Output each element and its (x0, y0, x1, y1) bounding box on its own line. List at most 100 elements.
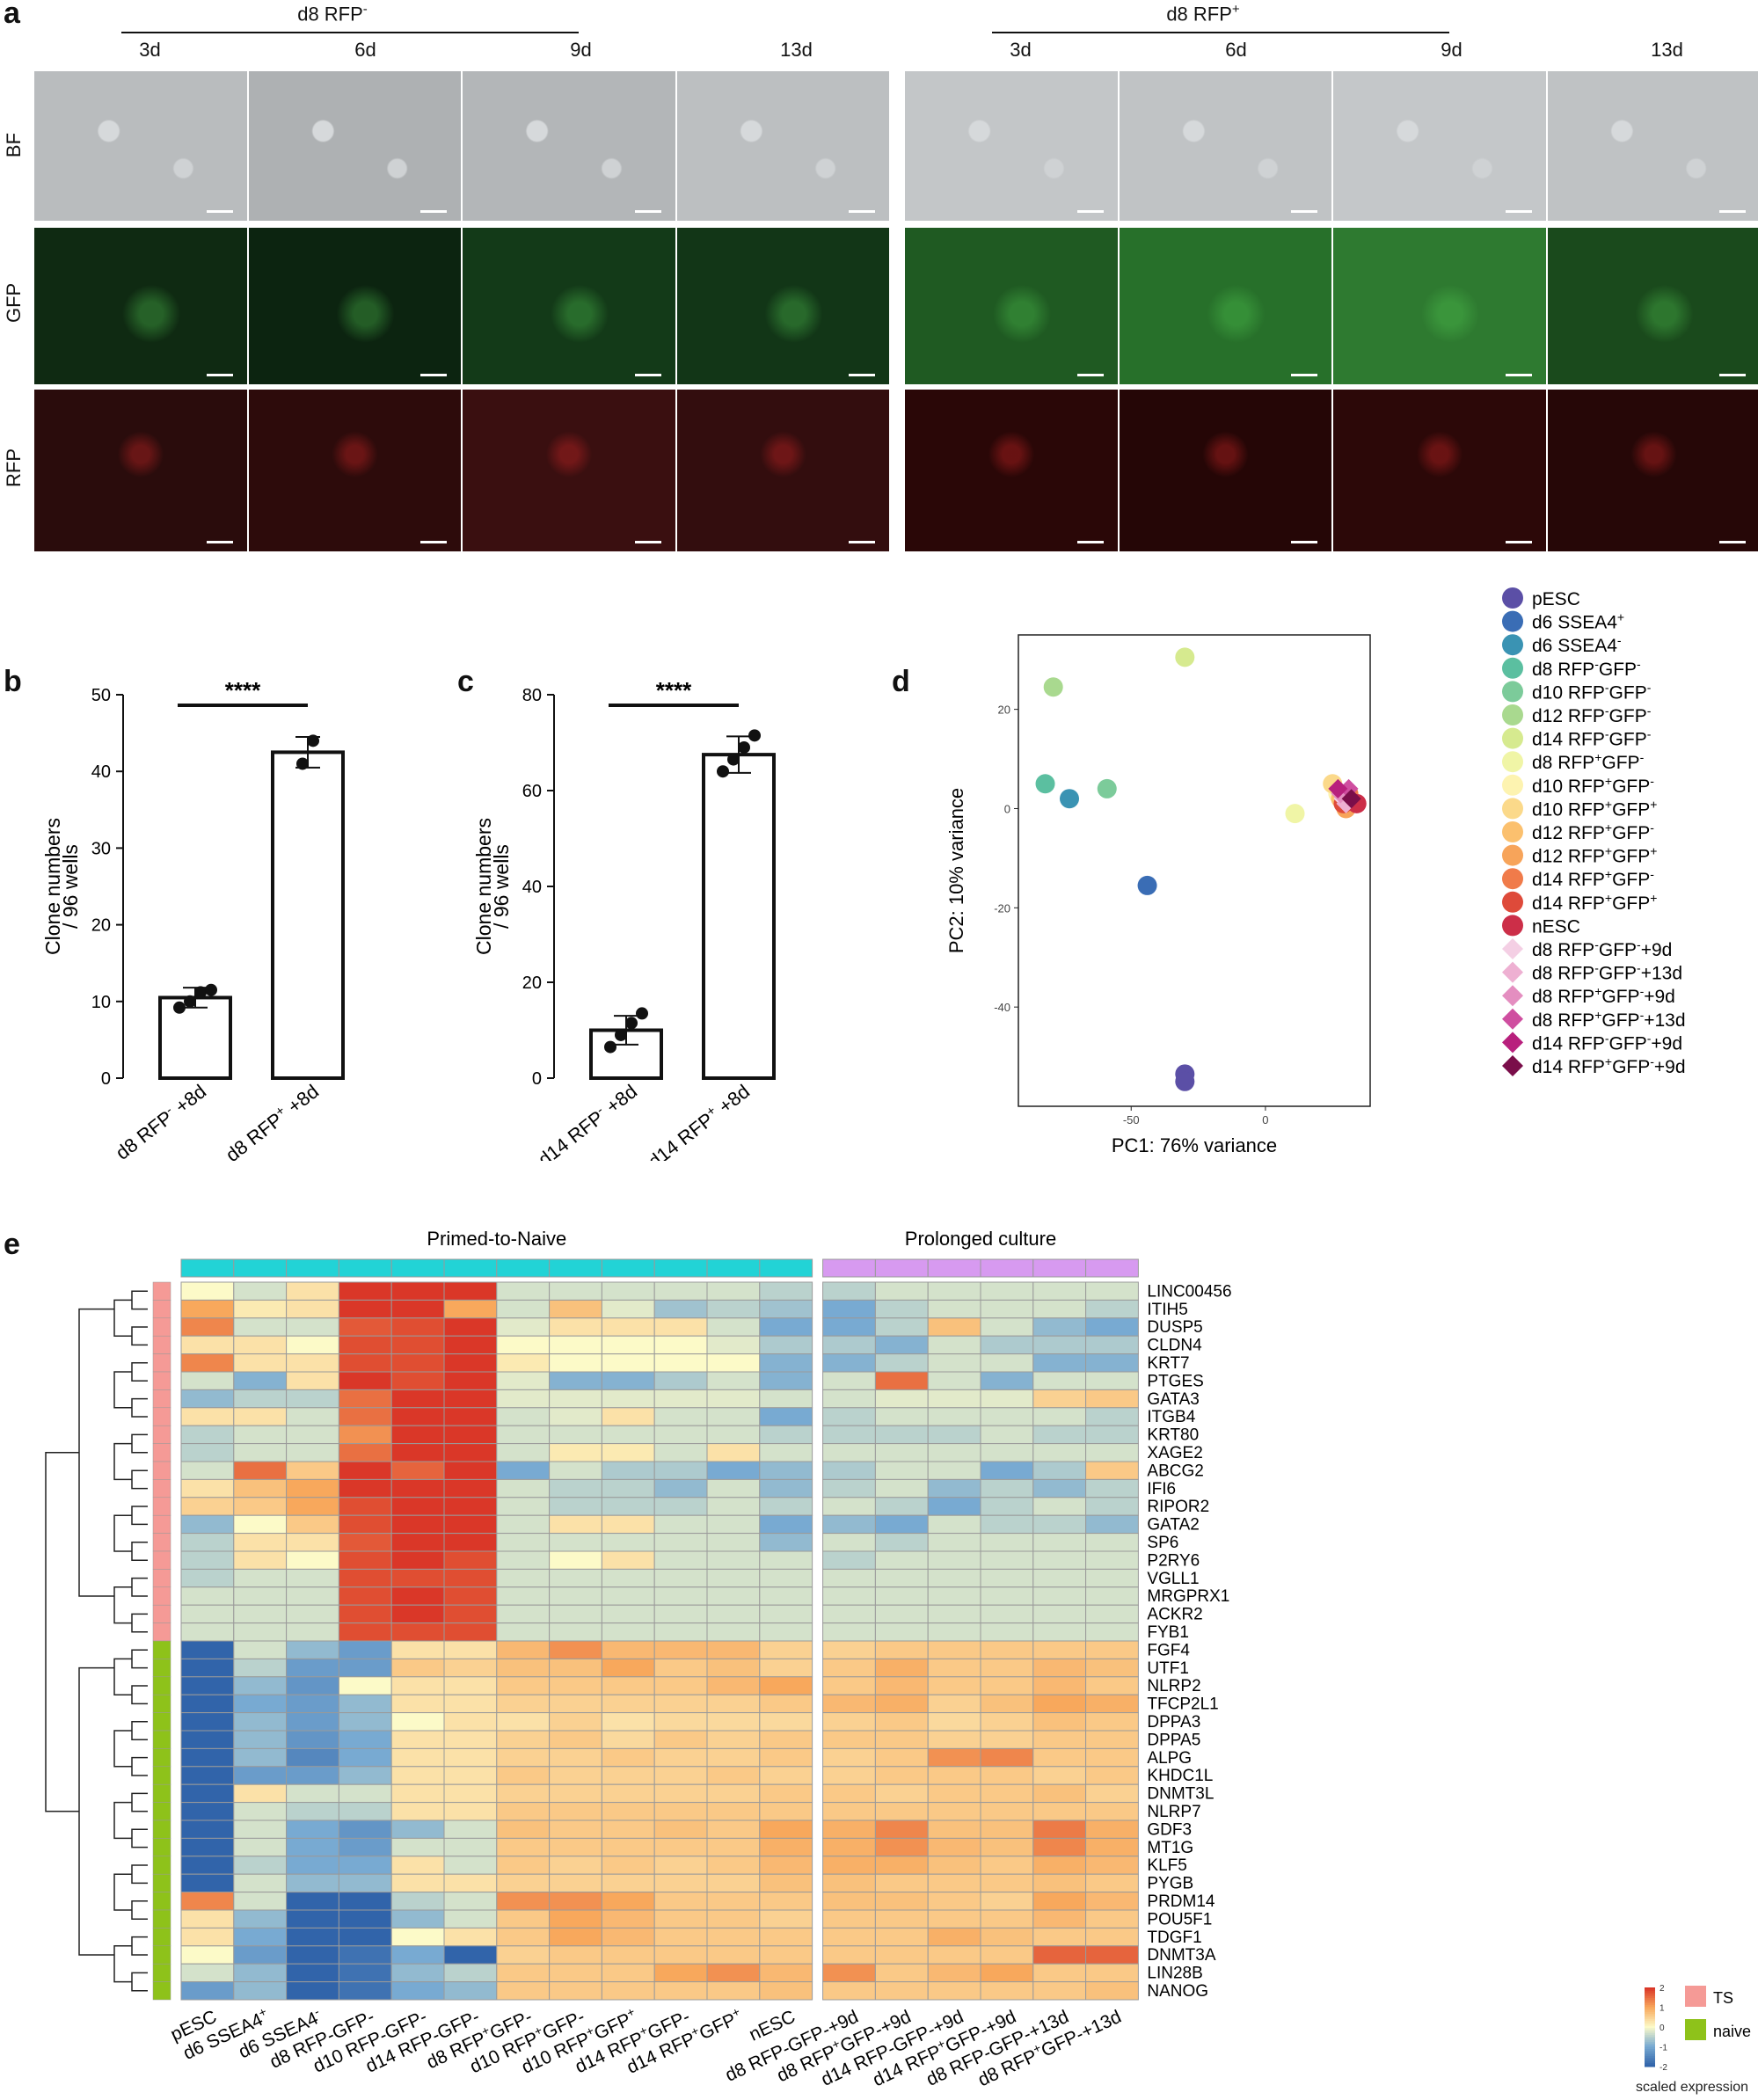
heatmap-cell (286, 1892, 339, 1911)
heatmap-cell (233, 1837, 288, 1857)
heatmap-cell (927, 1550, 981, 1570)
heatmap-cell (1032, 1747, 1087, 1768)
heatmap-cell (233, 1658, 288, 1678)
heatmap-cell (286, 1281, 339, 1301)
heatmap-cell (1032, 1909, 1087, 1929)
micrograph-bf (1332, 70, 1547, 222)
heatmap-cell (706, 1371, 761, 1390)
column-annotation-cell (980, 1258, 1034, 1278)
legend-swatch (1502, 1055, 1523, 1076)
heatmap-cell (1085, 1658, 1139, 1678)
panel-c-label: c (457, 665, 474, 698)
heatmap-cell (286, 1909, 339, 1929)
heatmap-cell (286, 1443, 339, 1462)
heatmap-cell (601, 1550, 655, 1570)
scale-bar (634, 210, 661, 213)
heatmap-cell (601, 1461, 655, 1480)
heatmap-cell (927, 1927, 981, 1947)
heatmap-cell (822, 1514, 876, 1535)
heatmap-cell (1085, 1299, 1139, 1319)
heatmap-cell (390, 1317, 445, 1337)
heatmap-cell (980, 1981, 1034, 2001)
heatmap-cell (1032, 1299, 1087, 1319)
colorbar-step (1645, 2005, 1655, 2008)
heatmap-cell (180, 1407, 235, 1426)
heatmap-cell (286, 1371, 339, 1390)
heatmap-cell (286, 1425, 339, 1445)
heatmap-cell (496, 1802, 551, 1821)
heatmap-cell (759, 1497, 813, 1516)
heatmap-cell (286, 1747, 339, 1768)
legend-swatch (1502, 704, 1523, 726)
row-annotation-cell (152, 1443, 171, 1462)
heatmap-cell (874, 1837, 929, 1857)
heatmap-cell (874, 1730, 929, 1749)
panel-d-pca-plot: -50 0 -40 -20 0 20 PC1: 76% variance PC2: 10% v… (945, 587, 1686, 1156)
plot-frame (1018, 634, 1371, 1107)
data-point (738, 740, 750, 754)
row-annotation-cell (152, 1981, 171, 2001)
scatter-point (1175, 647, 1195, 667)
heatmap-cell (233, 1945, 288, 1965)
dendrogram-branch (131, 1792, 148, 1812)
text-part: nESC (1532, 916, 1580, 937)
heatmap-cell (180, 1712, 235, 1732)
heatmap-cell (822, 1299, 876, 1319)
gene-label: P2RY6 (1147, 1551, 1200, 1570)
heatmap-cell (980, 1461, 1034, 1480)
heatmap-cell (233, 1963, 288, 1983)
heatmap-cell (927, 1694, 981, 1714)
heatmap-cell (233, 1676, 288, 1695)
heatmap-cell (549, 1622, 602, 1642)
dendrogram-branch (131, 1577, 148, 1597)
heatmap-cell (759, 1747, 813, 1768)
heatmap-cell (338, 1514, 392, 1535)
column-annotation-cell (601, 1258, 655, 1278)
heatmap-cell (927, 1963, 981, 1983)
heatmap-cell (706, 1281, 761, 1301)
panel-d-label: d (892, 665, 910, 698)
heatmap-cell (706, 1604, 761, 1624)
micrograph-bf (904, 70, 1119, 222)
text-part: GFP (1601, 1010, 1639, 1031)
heatmap-cell (233, 1550, 288, 1570)
legend-label: d8 RFP+GFP-+9d (1532, 984, 1675, 1007)
dendrogram-branch (131, 1864, 148, 1885)
text-part: d12 RFP (1532, 706, 1605, 726)
text-part: - (1640, 1008, 1645, 1022)
heatmap-cell (601, 1425, 655, 1445)
heatmap-cell (338, 1712, 392, 1732)
heatmap-cell (601, 1443, 655, 1462)
heatmap-cell (1032, 1945, 1087, 1965)
scatter-point (1035, 774, 1055, 794)
heatmap-cell (822, 1533, 876, 1552)
heatmap-cell (759, 1371, 813, 1390)
micrograph-gfp (1332, 227, 1547, 385)
legend-swatch (1502, 961, 1523, 983)
row-annotation-cell (152, 1533, 171, 1552)
heatmap-cell (496, 1550, 551, 1570)
day-label: 13d (1651, 39, 1683, 61)
colorbar-step (1645, 2035, 1655, 2038)
heatmap-cell (286, 1604, 339, 1624)
text-part: GFP (1601, 987, 1639, 1007)
scale-bar (1505, 210, 1532, 213)
column-annotation-cell (759, 1258, 813, 1278)
text-part: +9d (1644, 987, 1675, 1007)
row-annotation-cell (152, 1783, 171, 1803)
heatmap-cell (759, 1299, 813, 1319)
heatmap-cell (706, 1550, 761, 1570)
heatmap-cell (706, 1802, 761, 1821)
colorbar-step (1645, 2063, 1655, 2066)
heatmap-cell (496, 1747, 551, 1768)
dendrogram-branch (131, 1685, 148, 1705)
heatmap-cell (390, 1802, 445, 1821)
colorbar-step (1645, 2033, 1655, 2036)
heatmap-cell (286, 1856, 339, 1875)
heatmap-cell (1085, 1317, 1139, 1337)
heatmap-cell (706, 1658, 761, 1678)
heatmap-cell (759, 1873, 813, 1893)
heatmap-cell (980, 1783, 1034, 1804)
heatmap-cell (496, 1927, 551, 1947)
heatmap-cell (549, 1389, 602, 1409)
